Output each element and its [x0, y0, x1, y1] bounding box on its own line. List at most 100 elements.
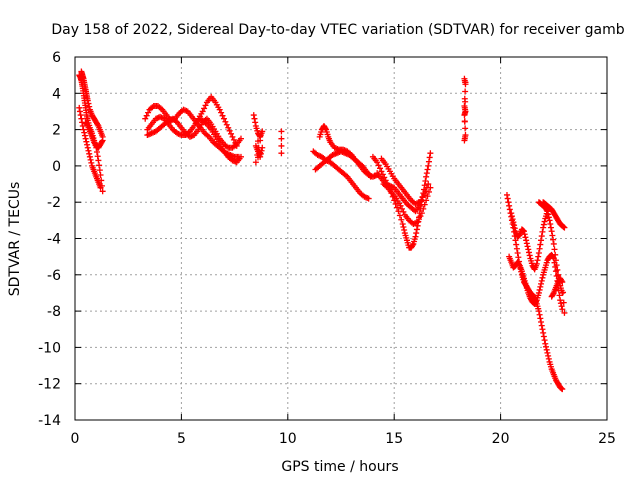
- data-point: [537, 283, 544, 290]
- data-point: [540, 329, 547, 336]
- data-point: [538, 233, 545, 240]
- y-tick-label: -12: [38, 377, 61, 393]
- data-point: [503, 191, 510, 198]
- data-point: [523, 237, 530, 244]
- data-point: [399, 205, 406, 212]
- data-point: [555, 271, 562, 278]
- chart-title: Day 158 of 2022, Sidereal Day-to-day VTE…: [51, 22, 624, 38]
- data-point: [541, 218, 548, 225]
- series-arc-03: [278, 128, 285, 157]
- data-point: [541, 337, 548, 344]
- data-point: [533, 260, 540, 267]
- data-point: [461, 118, 468, 125]
- series-arc-05d: [374, 170, 427, 215]
- data-point: [216, 106, 223, 113]
- data-point: [508, 210, 515, 217]
- data-point: [365, 195, 372, 202]
- data-point: [558, 277, 565, 284]
- data-point: [504, 195, 511, 202]
- data-point: [549, 232, 556, 239]
- data-point: [78, 115, 85, 122]
- data-point: [561, 224, 568, 231]
- data-point: [421, 201, 428, 208]
- y-tick-label: -8: [47, 304, 61, 320]
- data-point: [506, 206, 513, 213]
- series-arc-07f: [548, 275, 568, 316]
- data-point: [536, 245, 543, 252]
- data-point: [96, 162, 103, 169]
- data-point: [418, 198, 425, 205]
- data-point: [86, 153, 93, 160]
- data-point: [542, 340, 549, 347]
- y-tick-label: -14: [38, 413, 61, 429]
- data-point: [538, 280, 545, 287]
- data-point: [557, 297, 564, 304]
- data-point: [550, 240, 557, 247]
- data-point: [533, 298, 540, 305]
- data-point: [516, 261, 523, 268]
- data-point: [510, 219, 517, 226]
- data-point: [545, 352, 552, 359]
- tick-labels: 0 5 10 15 20 25 -14 -12 -10 -8 -6 -4 -2 0 2 4 6: [38, 50, 616, 447]
- data-point: [142, 115, 149, 122]
- data-point: [414, 219, 421, 226]
- data-point: [422, 178, 429, 185]
- x-tick-label: 0: [71, 431, 80, 447]
- data-point: [401, 227, 408, 234]
- data-point: [417, 213, 424, 220]
- data-point: [521, 231, 528, 238]
- data-point: [97, 184, 104, 191]
- data-point: [462, 79, 469, 86]
- data-point: [223, 121, 230, 128]
- data-point: [252, 159, 259, 166]
- data-point: [84, 97, 91, 104]
- data-point: [367, 173, 374, 180]
- data-point: [257, 150, 264, 157]
- data-point: [540, 224, 547, 231]
- data-point: [537, 315, 544, 322]
- data-point: [237, 153, 244, 160]
- data-point: [513, 241, 520, 248]
- data-point: [550, 236, 557, 243]
- x-tick-label: 10: [279, 431, 297, 447]
- data-point: [201, 105, 208, 112]
- data-point: [413, 230, 420, 237]
- series-arc-00b: [78, 68, 106, 140]
- data-point: [542, 343, 549, 350]
- data-point: [461, 112, 468, 119]
- data-point: [545, 355, 552, 362]
- data-point: [225, 124, 232, 131]
- data-point: [255, 144, 262, 151]
- data-point: [257, 137, 264, 144]
- data-point: [539, 326, 546, 333]
- data-point: [551, 246, 558, 253]
- data-point: [461, 137, 468, 144]
- data-point: [427, 150, 434, 157]
- y-tick-label: -2: [47, 195, 61, 211]
- data-point: [512, 237, 519, 244]
- data-point: [278, 150, 285, 157]
- data-point: [378, 168, 385, 175]
- y-tick-label: 6: [52, 50, 61, 66]
- data-point: [199, 108, 206, 115]
- data-point: [423, 170, 430, 177]
- data-point: [409, 242, 416, 249]
- x-tick-label: 5: [177, 431, 186, 447]
- y-tick-label: -4: [47, 232, 61, 248]
- data-point: [374, 159, 381, 166]
- series-arc-07e: [540, 199, 568, 231]
- data-point: [322, 125, 329, 132]
- data-point: [278, 142, 285, 149]
- data-point: [84, 121, 91, 128]
- data-point: [143, 112, 150, 119]
- data-point: [536, 311, 543, 318]
- data-point: [87, 156, 94, 163]
- data-point: [412, 233, 419, 240]
- data-point: [553, 262, 560, 269]
- data-point: [220, 115, 227, 122]
- series-arc-02: [250, 112, 266, 166]
- grid-lines: [75, 57, 607, 420]
- data-point: [538, 322, 545, 329]
- series-arc-04b: [316, 122, 381, 180]
- data-point: [418, 210, 425, 217]
